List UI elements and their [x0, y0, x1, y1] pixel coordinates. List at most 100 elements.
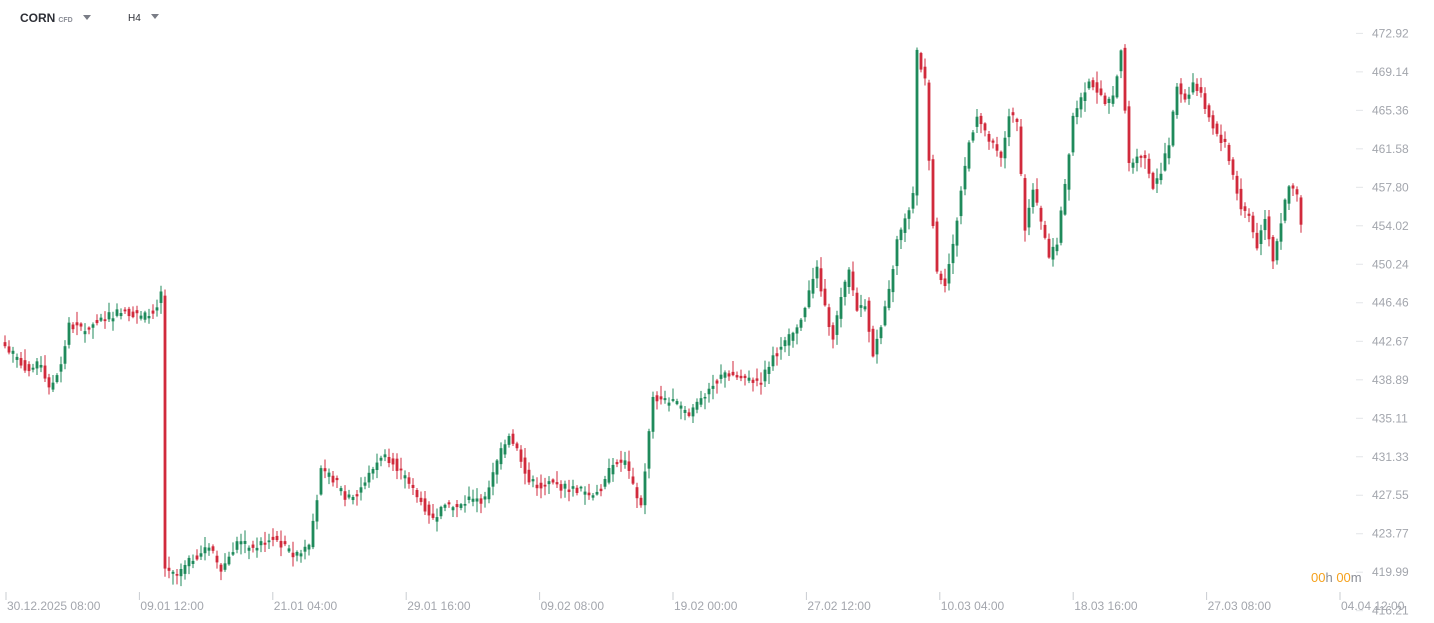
candle: [1043, 220, 1047, 240]
candle: [907, 207, 911, 230]
candle: [799, 317, 803, 332]
candle: [831, 322, 835, 349]
candle: [707, 382, 711, 403]
candle: [47, 373, 51, 395]
candle: [1067, 153, 1071, 201]
candle: [143, 310, 147, 323]
candle: [79, 322, 83, 331]
candle: [975, 108, 979, 134]
candle: [595, 484, 599, 496]
candle: [443, 503, 447, 512]
candle: [187, 555, 191, 575]
symbol-selector[interactable]: CORN CFD: [20, 11, 91, 25]
candle: [391, 452, 395, 472]
candle: [319, 465, 323, 496]
candle: [871, 325, 875, 358]
candle: [931, 154, 935, 229]
chevron-down-icon: [82, 15, 91, 20]
candle: [7, 340, 11, 355]
countdown-minutes-unit: m: [1350, 570, 1362, 585]
candle: [1211, 110, 1215, 135]
candle: [1051, 238, 1055, 267]
candle: [439, 505, 443, 520]
candle: [991, 138, 995, 149]
candle: [815, 260, 819, 288]
candle: [571, 479, 575, 497]
candle: [551, 478, 555, 485]
candle: [1003, 131, 1007, 169]
candle: [291, 541, 295, 567]
candle: [739, 369, 743, 382]
countdown-hours: 00: [1311, 570, 1326, 585]
price-tick-label: 461.58: [1372, 142, 1409, 156]
candle: [247, 545, 251, 560]
candle: [759, 372, 763, 395]
candle: [35, 357, 39, 376]
candle: [679, 401, 683, 420]
candle: [27, 361, 31, 377]
timeframe-selector[interactable]: H4: [128, 13, 159, 24]
candle: [583, 486, 587, 505]
candle: [1231, 157, 1235, 180]
candle: [155, 299, 159, 317]
candle: [723, 370, 727, 388]
candle: [295, 550, 299, 562]
candle: [971, 130, 975, 143]
time-tick-label: 27.02 12:00: [807, 599, 871, 613]
candle: [567, 479, 571, 502]
candle: [487, 480, 491, 504]
candle: [159, 285, 163, 314]
candle: [1091, 77, 1095, 91]
candle: [363, 476, 367, 490]
candle: [867, 297, 871, 343]
candle: [99, 313, 103, 322]
candle: [987, 131, 991, 150]
candle: [911, 186, 915, 214]
candle: [483, 491, 487, 508]
candle: [979, 113, 983, 134]
candle: [843, 279, 847, 306]
candle: [415, 488, 419, 503]
candle: [647, 428, 651, 479]
candle: [231, 542, 235, 556]
chart-toolbar: CORN CFD H4: [0, 0, 400, 36]
candle: [791, 331, 795, 348]
candle: [1115, 74, 1119, 99]
candle: [1267, 210, 1271, 247]
candle: [331, 470, 335, 487]
time-tick-label: 27.03 08:00: [1208, 599, 1272, 613]
candle: [1059, 206, 1063, 246]
candle: [811, 267, 815, 299]
candle: [1187, 86, 1191, 105]
candle: [823, 279, 827, 307]
candle: [783, 336, 787, 353]
candle: [967, 140, 971, 172]
candle: [535, 477, 539, 496]
candle: [419, 491, 423, 506]
candle: [15, 353, 19, 368]
candle: [839, 287, 843, 328]
candle: [1111, 85, 1115, 107]
candle: [671, 388, 675, 403]
candle: [1055, 237, 1059, 256]
candle: [695, 398, 699, 414]
candle: [715, 378, 719, 394]
candle: [451, 505, 455, 517]
candle: [219, 563, 223, 581]
candle: [307, 543, 311, 556]
candle: [71, 322, 75, 333]
time-tick-label: 21.01 04:00: [274, 599, 338, 613]
candle: [755, 368, 759, 387]
candle: [927, 79, 931, 171]
candle: [239, 533, 243, 555]
candle: [1135, 148, 1139, 172]
candle: [995, 136, 999, 157]
candle: [787, 328, 791, 356]
candle: [1027, 199, 1031, 236]
countdown-minutes: 00: [1336, 570, 1351, 585]
candle: [655, 391, 659, 410]
candle: [795, 324, 799, 345]
time-tick-label: 18.03 16:00: [1074, 599, 1138, 613]
candle: [835, 310, 839, 345]
